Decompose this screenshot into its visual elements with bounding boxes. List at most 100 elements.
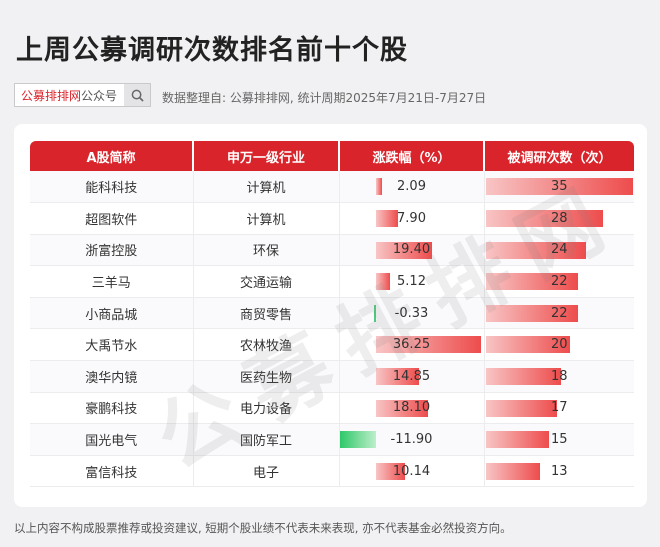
industry: 电力设备	[193, 392, 340, 425]
table-row: 富信科技 电子 10.14 13	[30, 455, 634, 488]
table-row: 豪鹏科技 电力设备 18.10 17	[30, 392, 634, 425]
change-cell: 2.09	[339, 171, 485, 204]
change-cell: 36.25	[339, 328, 485, 362]
count-value: 15	[550, 432, 568, 448]
change-value: 14.85	[392, 368, 431, 384]
search-box[interactable]: 公募排排网 公众号	[14, 83, 151, 107]
source-text: 数据整理自: 公募排排网, 统计周期2025年7月21日-7月27日	[162, 91, 487, 105]
stock-name: 三羊马	[30, 265, 194, 298]
header-change: 涨跌幅（%）	[339, 141, 485, 171]
industry: 农林牧渔	[193, 328, 340, 362]
footnote: 以上内容不构成股票推荐或投资建议, 短期个股业绩不代表未来表现, 亦不代表基金必…	[14, 521, 512, 535]
table-row: 澳华内镜 医药生物 14.85 18	[30, 360, 634, 393]
ranking-panel: A股简称 申万一级行业 涨跌幅（%） 被调研次数（次） 能科科技 计算机 2.09 3…	[14, 124, 647, 507]
table-row: 大禹节水 农林牧渔 36.25 20	[30, 328, 634, 362]
table-header-row: A股简称 申万一级行业 涨跌幅（%） 被调研次数（次）	[30, 141, 634, 171]
count-value: 35	[550, 179, 568, 195]
change-cell: 10.14	[339, 455, 485, 488]
change-value: 5.12	[397, 274, 426, 290]
count-bar	[485, 462, 541, 480]
count-value: 22	[550, 305, 568, 321]
count-cell: 15	[484, 423, 634, 456]
count-value: 13	[550, 463, 568, 479]
count-cell: 35	[484, 171, 634, 204]
change-bar	[375, 336, 481, 354]
change-value: 10.14	[392, 463, 431, 479]
stock-name: 大禹节水	[30, 328, 194, 362]
change-cell: 18.10	[339, 392, 485, 425]
change-bar	[375, 462, 405, 480]
count-bar	[485, 399, 557, 417]
change-value: 2.09	[397, 179, 426, 195]
change-cell: -11.90	[339, 423, 485, 456]
count-bar	[485, 210, 604, 228]
header-industry: 申万一级行业	[193, 141, 340, 171]
change-bar	[375, 178, 382, 195]
table-row: 小商品城 商贸零售 -0.33 22	[30, 297, 634, 330]
table-row: 超图软件 计算机 7.90 28	[30, 202, 634, 235]
table-row: 三羊马 交通运输 5.12 22	[30, 265, 634, 298]
count-cell: 24	[484, 234, 634, 267]
count-cell: 18	[484, 360, 634, 393]
table-row: 浙富控股 环保 19.40 24	[30, 234, 634, 267]
count-value: 24	[550, 242, 568, 258]
count-value: 20	[550, 337, 568, 353]
change-cell: 14.85	[339, 360, 485, 393]
count-cell: 22	[484, 265, 634, 298]
industry: 计算机	[193, 202, 340, 235]
stock-name: 国光电气	[30, 423, 194, 456]
header-count: 被调研次数（次）	[484, 141, 634, 171]
stock-name: 澳华内镜	[30, 360, 194, 393]
change-bar	[375, 241, 432, 259]
stock-name: 浙富控股	[30, 234, 194, 267]
change-cell: 5.12	[339, 265, 485, 298]
page-title: 上周公募调研次数排名前十个股	[16, 35, 408, 66]
ranking-table: A股简称 申万一级行业 涨跌幅（%） 被调研次数（次） 能科科技 计算机 2.09 3…	[30, 141, 634, 488]
count-value: 22	[550, 274, 568, 290]
change-bar	[375, 273, 391, 291]
count-bar	[485, 178, 633, 195]
table-row: 能科科技 计算机 2.09 35	[30, 171, 634, 204]
count-value: 28	[550, 210, 568, 226]
count-bar	[485, 336, 570, 354]
industry: 商贸零售	[193, 297, 340, 330]
change-value: 18.10	[392, 400, 431, 416]
search-suffix: 公众号	[81, 88, 118, 103]
change-cell: 19.40	[339, 234, 485, 267]
count-bar	[485, 368, 562, 386]
change-cell: -0.33	[339, 297, 485, 330]
change-bar	[375, 368, 419, 386]
change-value: 36.25	[392, 337, 431, 353]
search-icon	[131, 89, 144, 102]
industry: 医药生物	[193, 360, 340, 393]
count-cell: 13	[484, 455, 634, 488]
count-bar	[485, 431, 549, 449]
change-value: -0.33	[394, 305, 429, 321]
count-cell: 20	[484, 328, 634, 362]
count-bar	[485, 241, 587, 259]
industry: 环保	[193, 234, 340, 267]
count-cell: 17	[484, 392, 634, 425]
stock-name: 能科科技	[30, 171, 194, 204]
search-brand: 公募排排网	[21, 88, 82, 103]
change-value: -11.90	[390, 432, 433, 448]
industry: 电子	[193, 455, 340, 488]
count-cell: 22	[484, 297, 634, 330]
change-cell: 7.90	[339, 202, 485, 235]
stock-name: 超图软件	[30, 202, 194, 235]
stock-name: 小商品城	[30, 297, 194, 330]
industry: 国防军工	[193, 423, 340, 456]
change-bar	[375, 210, 399, 228]
count-bar	[485, 273, 578, 291]
stock-name: 豪鹏科技	[30, 392, 194, 425]
industry: 交通运输	[193, 265, 340, 298]
search-button[interactable]	[124, 84, 150, 106]
stock-name: 富信科技	[30, 455, 194, 488]
change-value: 19.40	[392, 242, 431, 258]
change-bar	[339, 431, 376, 449]
count-value: 17	[550, 400, 568, 416]
count-cell: 28	[484, 202, 634, 235]
count-bar	[485, 304, 578, 322]
table-row: 国光电气 国防军工 -11.90 15	[30, 423, 634, 456]
change-value: 7.90	[397, 210, 426, 226]
